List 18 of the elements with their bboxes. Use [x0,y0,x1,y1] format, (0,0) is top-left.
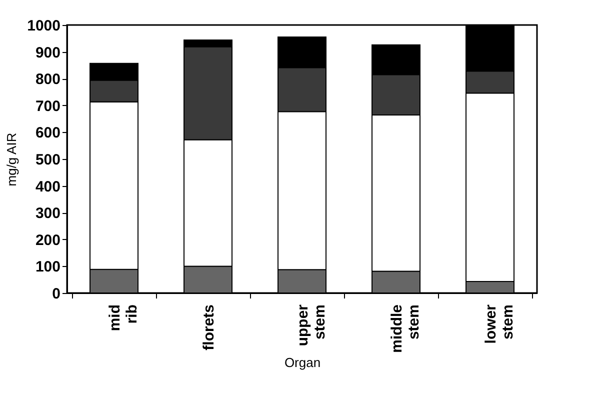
x-tick-label: upper stem [294,304,328,346]
y-tick-label: 0 [52,286,60,302]
y-tick-label: 200 [35,232,60,249]
x-tick-label: mid rib [106,304,140,332]
y-tick-label: 700 [35,98,60,115]
y-tick-label: 400 [35,178,60,196]
y-tick-label: 600 [35,124,60,142]
x-tick-label: lower stem [482,304,516,344]
x-axis-title: Organ [284,354,321,370]
y-tick-label: 1000 [27,18,60,34]
y-tick-label: 100 [35,258,60,276]
x-tick-label: florets [200,304,218,350]
y-tick-label: 500 [35,152,60,168]
y-tick-label: 900 [35,44,60,62]
y-tick-label: 300 [35,205,60,222]
y-axis-title: mg/g AIR [4,132,20,186]
x-tick-label: middle stem [388,304,422,353]
y-tick-label: 800 [35,71,60,88]
